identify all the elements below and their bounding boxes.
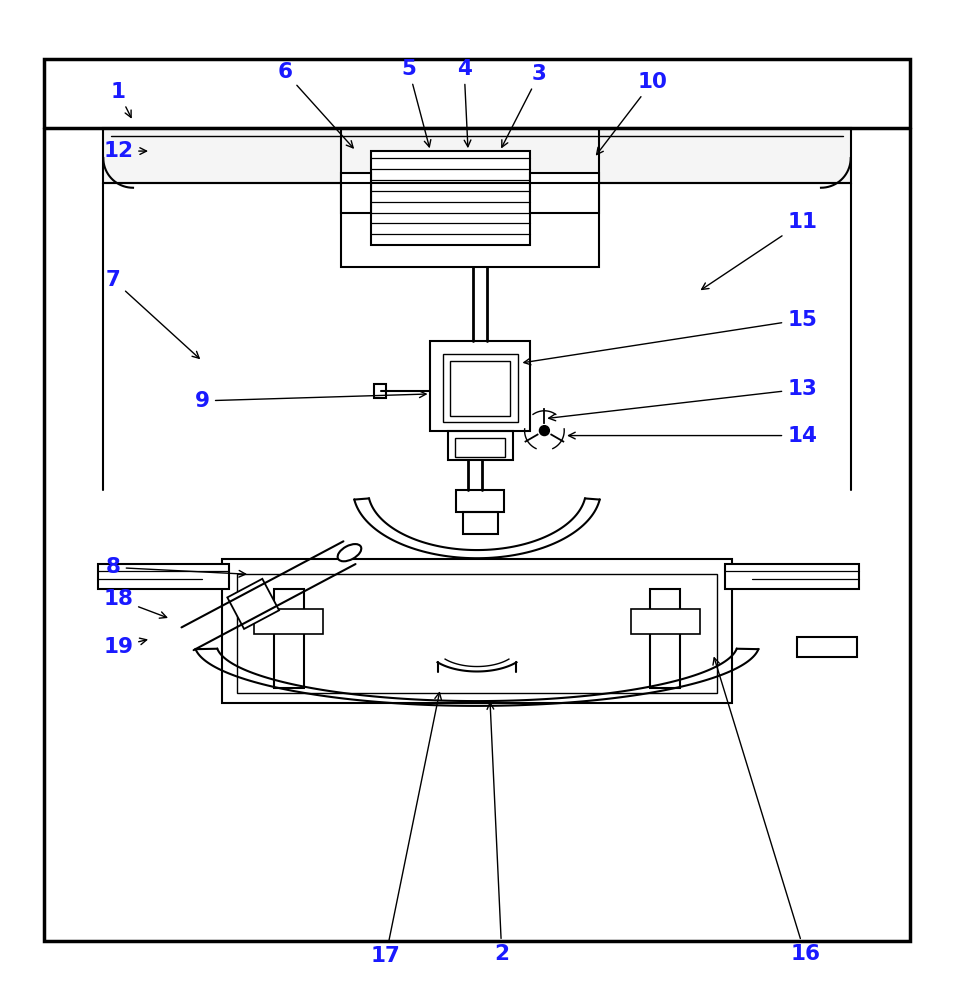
Bar xyxy=(724,564,858,589)
Bar xyxy=(462,512,497,534)
Bar xyxy=(253,609,323,634)
Bar xyxy=(448,431,512,460)
Bar xyxy=(341,173,371,213)
Bar xyxy=(371,151,529,245)
Text: 8: 8 xyxy=(106,557,246,577)
Text: 1: 1 xyxy=(111,82,131,117)
Bar xyxy=(450,361,509,416)
Bar xyxy=(374,384,385,398)
Text: 16: 16 xyxy=(712,658,820,964)
Text: 9: 9 xyxy=(194,391,426,411)
Circle shape xyxy=(538,426,549,436)
Text: 3: 3 xyxy=(501,64,546,147)
Bar xyxy=(44,59,909,941)
Bar xyxy=(341,128,598,267)
Ellipse shape xyxy=(337,544,361,561)
Bar xyxy=(222,559,731,703)
Bar xyxy=(103,128,850,183)
Bar xyxy=(650,589,679,688)
Bar xyxy=(797,637,856,657)
Text: 17: 17 xyxy=(371,693,441,966)
Bar xyxy=(274,589,303,688)
Text: 13: 13 xyxy=(548,379,816,421)
Text: 4: 4 xyxy=(456,59,471,147)
Bar xyxy=(237,574,716,693)
Text: 18: 18 xyxy=(103,589,167,618)
Bar xyxy=(455,438,504,457)
Text: 6: 6 xyxy=(277,62,353,148)
Bar xyxy=(430,341,529,431)
Text: 14: 14 xyxy=(568,426,816,446)
Bar xyxy=(529,173,598,213)
Text: 2: 2 xyxy=(487,703,509,964)
Text: 15: 15 xyxy=(523,310,816,365)
Text: 10: 10 xyxy=(596,72,667,155)
Text: 5: 5 xyxy=(401,59,431,147)
Bar xyxy=(630,609,700,634)
Text: 7: 7 xyxy=(106,270,199,358)
Bar xyxy=(456,490,503,512)
Bar xyxy=(98,564,229,589)
Text: 12: 12 xyxy=(103,141,147,161)
Bar xyxy=(443,354,517,422)
Polygon shape xyxy=(227,579,279,629)
Text: 19: 19 xyxy=(103,637,147,657)
Text: 11: 11 xyxy=(700,212,817,289)
